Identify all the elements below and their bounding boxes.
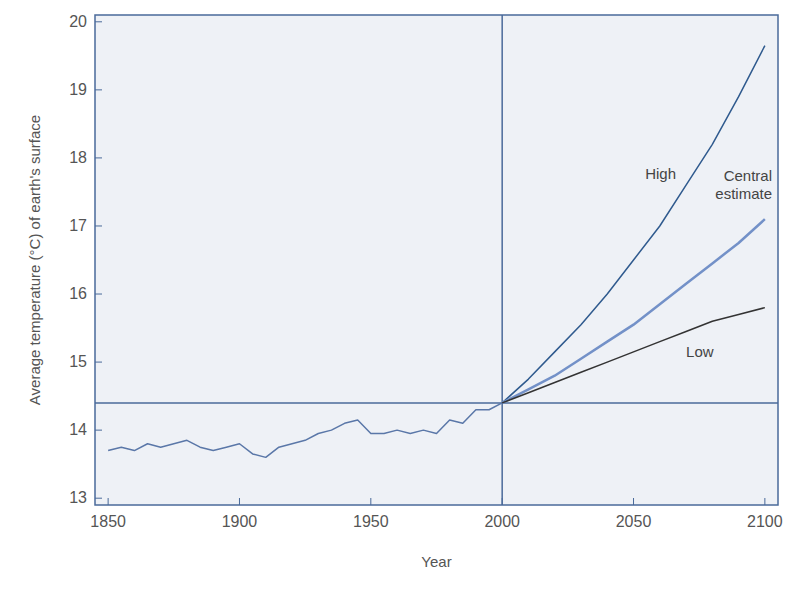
x-tick-label: 2000: [484, 513, 520, 530]
y-tick: [95, 362, 102, 363]
y-tick: [95, 89, 102, 90]
y-tick-label: 14: [69, 421, 87, 438]
y-tick-label: 13: [69, 489, 87, 506]
x-axis-title: Year: [421, 553, 451, 570]
x-tick-label: 1850: [90, 513, 126, 530]
y-tick: [95, 21, 102, 22]
plot-area: [95, 15, 778, 505]
series-group: [108, 46, 765, 458]
y-tick-label: 16: [69, 285, 87, 302]
x-tick: [764, 498, 765, 505]
y-tick-label: 18: [69, 149, 87, 166]
x-tick: [108, 498, 109, 505]
reference-vline: [501, 15, 503, 505]
series-label-line: Central: [724, 167, 772, 184]
series-label-line: estimate: [715, 185, 772, 202]
x-tick-label: 1900: [222, 513, 258, 530]
series-label: High: [645, 165, 676, 182]
y-tick-label: 20: [69, 13, 87, 30]
series-line: [108, 403, 502, 457]
chart: 13 14 15 16 17 18 19 20 1850 1900 1950 2000 2050 2100…: [0, 0, 795, 591]
y-tick: [95, 294, 102, 295]
y-tick: [95, 225, 102, 226]
x-tick-label: 2050: [616, 513, 652, 530]
y-axis-title: Average temperature (°C) of earth's surf…: [26, 115, 43, 405]
x-tick: [370, 498, 371, 505]
x-tick-label: 1950: [353, 513, 389, 530]
plot-frame: [95, 15, 778, 505]
x-tick: [633, 498, 634, 505]
y-tick: [95, 157, 102, 158]
y-tick-label: 17: [69, 217, 87, 234]
reference-hline: [95, 402, 778, 404]
y-tick-label: 19: [69, 81, 87, 98]
series-label: Centralestimate: [715, 167, 772, 202]
x-tick: [239, 498, 240, 505]
x-tick-label: 2100: [747, 513, 783, 530]
y-tick-label: 15: [69, 353, 87, 370]
series-line: [502, 308, 765, 403]
series-line: [502, 46, 765, 403]
series-label: Low: [686, 343, 714, 360]
y-tick: [95, 498, 102, 499]
y-tick: [95, 430, 102, 431]
series-line: [502, 219, 765, 403]
